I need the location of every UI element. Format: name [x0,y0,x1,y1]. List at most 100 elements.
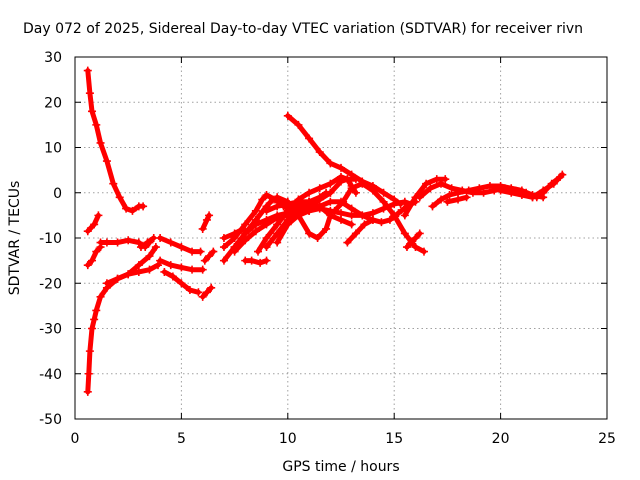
data-point-marker [85,89,94,98]
data-point-marker [337,209,345,218]
series-line [285,113,404,207]
data-point-marker [379,188,388,197]
data-point-marker [262,206,271,215]
data-point-marker [262,243,271,252]
data-point-marker [549,179,558,188]
data-point-marker [326,197,335,206]
x-tick-label: 10 [279,431,297,447]
series-arc-16 [219,224,248,242]
series-arc-9 [156,256,207,274]
data-point-marker [273,220,282,229]
data-point-marker [454,188,463,197]
data-point-marker [198,265,207,274]
data-point-marker [102,157,111,166]
y-tick-label: -50 [39,412,62,428]
x-tick-label: 25 [598,431,616,447]
data-point-marker [273,202,282,211]
series-arc-19 [241,256,271,267]
data-point-marker [507,188,516,197]
x-tick-label: 15 [385,431,403,447]
data-point-marker [322,224,331,233]
data-point-marker [145,252,154,261]
data-point-marker [283,206,292,215]
data-point-marker [343,238,352,247]
data-point-marker [202,288,211,297]
data-point-marker [517,191,526,200]
data-point-marker [400,197,409,206]
data-point-marker [419,247,428,256]
data-point-marker [351,229,360,238]
data-point-marker [241,229,250,238]
data-point-marker [196,247,205,256]
data-point-marker [230,229,239,238]
data-point-marker [479,188,488,197]
data-point-marker [315,184,324,193]
data-point-marker [273,193,282,202]
data-point-marker [102,279,111,288]
data-point-marker [94,211,103,220]
data-point-marker [347,170,356,179]
data-point-marker [209,247,218,256]
y-tick-label: 0 [53,186,62,202]
data-point-marker [337,215,345,224]
data-point-marker [188,247,197,256]
data-point-marker [377,218,386,227]
data-point-marker [251,206,260,215]
data-point-marker [262,191,271,200]
data-point-marker [83,227,92,236]
data-point-marker [88,324,97,333]
data-point-marker [83,387,92,396]
data-point-marker [109,179,118,188]
data-point-marker [207,283,216,292]
data-point-marker [283,220,292,229]
series-arc-8 [156,234,205,256]
data-point-marker [145,265,154,274]
data-point-marker [92,247,101,256]
data-point-marker [251,227,260,236]
data-point-marker [88,107,97,116]
x-tick-label: 20 [492,431,510,447]
data-point-marker [194,288,203,297]
y-tick-label: -10 [39,231,62,247]
series-arc-13 [198,211,214,233]
data-point-marker [407,238,416,247]
series-arc-31 [428,181,548,211]
series-arc-20 [254,172,360,256]
data-point-marker [262,234,271,242]
data-point-marker [143,238,152,247]
data-point-marker [185,286,194,295]
data-point-marker [437,195,446,204]
data-point-marker [305,197,314,206]
data-point-marker [124,236,133,245]
data-point-marker [305,134,314,143]
data-point-marker [92,120,101,129]
series-arc-25 [283,111,405,209]
data-point-marker [415,229,424,238]
data-point-marker [241,220,250,229]
data-point-marker [294,211,303,220]
series-arc-28 [402,229,424,252]
data-point-marker [347,220,356,229]
data-point-marker [102,238,111,247]
y-tick-label: 30 [44,50,62,66]
data-point-marker [315,193,324,202]
data-point-marker [239,224,248,233]
data-point-marker [247,256,256,265]
series-arc-12 [200,247,218,265]
data-point-marker [447,184,456,193]
data-point-marker [326,179,335,188]
series-arc-1 [83,66,148,215]
data-point-marker [496,186,505,195]
data-point-marker [305,206,314,215]
data-point-marker [205,252,214,261]
data-point-marker [96,138,105,147]
data-point-marker [368,186,377,195]
data-point-marker [343,175,352,184]
data-point-marker [539,186,548,195]
data-point-marker [219,234,228,242]
data-point-marker [198,292,207,301]
data-point-marker [92,306,101,315]
data-point-marker [422,179,431,188]
data-point-marker [90,220,99,229]
